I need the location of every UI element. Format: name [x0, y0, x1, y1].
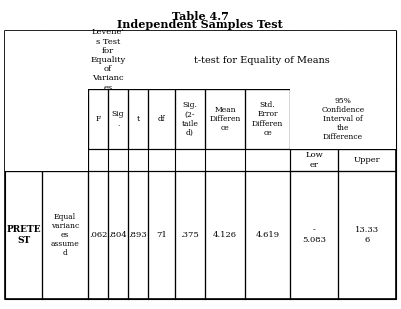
Bar — [128, 171, 148, 299]
Text: Sig
.: Sig . — [112, 110, 124, 128]
Text: .804: .804 — [109, 231, 128, 239]
Bar — [175, 171, 205, 299]
Text: t-test for Equality of Means: t-test for Equality of Means — [194, 56, 330, 65]
Text: Mean
Differen
ce: Mean Differen ce — [209, 106, 241, 132]
Text: .375: .375 — [180, 231, 199, 239]
Bar — [5, 31, 396, 299]
Bar — [108, 89, 128, 149]
Text: .893: .893 — [129, 231, 148, 239]
Bar — [128, 31, 396, 89]
Bar — [290, 89, 396, 149]
Text: Sig.
(2-
taile
d): Sig. (2- taile d) — [182, 101, 198, 137]
Bar — [5, 31, 42, 171]
Bar — [128, 31, 396, 89]
Text: 95%
Confidence
Interval of
the
Difference: 95% Confidence Interval of the Differenc… — [321, 97, 365, 142]
Bar — [290, 149, 338, 171]
Text: Std.
Error
Differen
ce: Std. Error Differen ce — [252, 101, 283, 137]
Bar — [42, 31, 88, 171]
Bar — [88, 31, 128, 89]
Text: Low
er: Low er — [305, 151, 323, 169]
Text: Equal
varianc
es
assume
d: Equal varianc es assume d — [51, 213, 79, 257]
Text: Upper: Upper — [354, 156, 380, 164]
Text: 71: 71 — [156, 231, 167, 239]
Bar — [108, 171, 128, 299]
Bar — [128, 89, 148, 149]
Bar — [88, 171, 108, 299]
Bar — [148, 171, 175, 299]
Bar — [290, 171, 338, 299]
Text: F: F — [95, 115, 101, 123]
Text: Levene'
s Test
for
Equality
of
Varianc
es: Levene' s Test for Equality of Varianc e… — [90, 28, 126, 91]
Bar — [42, 171, 88, 299]
Text: 4.126: 4.126 — [213, 231, 237, 239]
Text: t: t — [136, 115, 140, 123]
Text: df: df — [158, 115, 165, 123]
Bar — [205, 171, 245, 299]
Bar — [338, 149, 396, 171]
Bar — [205, 89, 245, 149]
Text: Table 4.7: Table 4.7 — [172, 11, 229, 22]
Bar — [245, 89, 290, 149]
Text: Independent Samples Test: Independent Samples Test — [117, 19, 283, 30]
Bar — [5, 31, 42, 171]
Text: PRETE
ST: PRETE ST — [6, 225, 41, 245]
Bar — [88, 89, 108, 149]
Text: 4.619: 4.619 — [255, 231, 279, 239]
Bar — [5, 171, 42, 299]
Text: .062: .062 — [89, 231, 107, 239]
Bar — [42, 31, 88, 171]
Text: 13.33
6: 13.33 6 — [355, 226, 379, 243]
Bar — [148, 89, 175, 149]
Bar — [175, 89, 205, 149]
Bar — [88, 31, 128, 89]
Text: -
5.083: - 5.083 — [302, 226, 326, 243]
Bar — [245, 171, 290, 299]
Bar — [338, 171, 396, 299]
Bar — [290, 89, 396, 149]
